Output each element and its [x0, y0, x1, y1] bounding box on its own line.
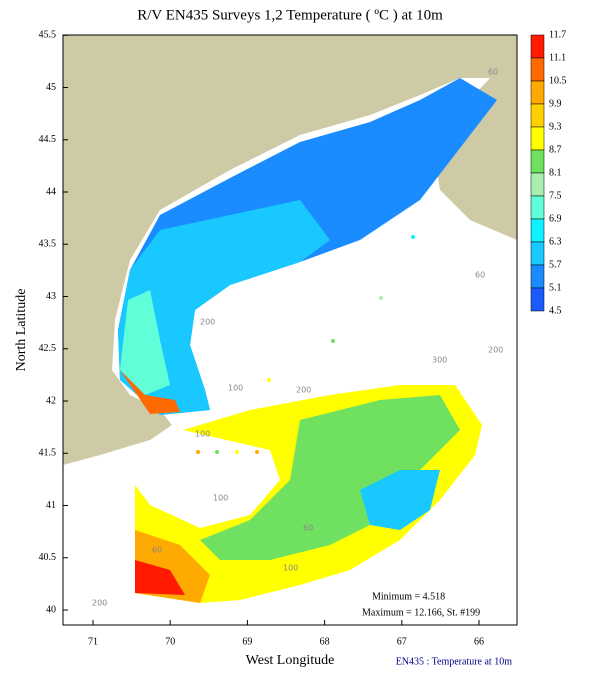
colorbar-label: 8.1	[549, 167, 562, 178]
station	[215, 450, 219, 454]
y-tick-label: 45.5	[39, 30, 57, 41]
colorbar-swatch	[530, 126, 545, 151]
colorbar-label: 9.9	[549, 98, 562, 109]
title: R/V EN435 Surveys 1,2 Temperature ( ºC )…	[137, 7, 443, 23]
y-tick-label: 43.5	[39, 239, 57, 250]
y-tick-label: 44.5	[39, 134, 57, 145]
colorbar-swatch	[530, 218, 545, 243]
station	[235, 450, 239, 454]
maximum-note: Maximum = 12.166, St. #199	[362, 607, 480, 618]
y-tick-label: 42	[46, 395, 56, 406]
contour-south-red	[135, 560, 185, 595]
depth-label: 200	[296, 386, 311, 395]
y-tick-label: 40	[46, 604, 56, 615]
colorbar-label: 11.1	[549, 52, 566, 63]
y-tick-label: 42.5	[39, 343, 57, 354]
station	[331, 339, 335, 343]
y-tick-label: 41	[46, 500, 56, 511]
station	[267, 378, 271, 382]
contour-north-tip	[120, 370, 180, 414]
depth-label: 100	[195, 430, 210, 439]
stations	[196, 235, 415, 454]
colorbar-label: 7.5	[549, 190, 562, 201]
y-tick-label: 45	[46, 82, 56, 93]
depth-label: 60	[475, 271, 485, 280]
colorbar-swatch	[530, 241, 545, 266]
colorbar-label: 6.3	[549, 236, 562, 247]
y-tick-label: 44	[46, 186, 56, 197]
station	[411, 235, 415, 239]
depth-label: 60	[303, 524, 313, 533]
colorbar-swatch	[530, 149, 545, 174]
colorbar-swatch	[530, 195, 545, 220]
station	[379, 296, 383, 300]
colorbar-label: 6.9	[549, 213, 562, 224]
depth-label: 60	[488, 68, 498, 77]
x-tick-label: 68	[320, 636, 330, 647]
minimum-note: Minimum = 4.518	[372, 591, 445, 602]
x-tick-label: 71	[88, 636, 98, 647]
contour-south-cyan	[360, 470, 440, 530]
colorbar-swatch	[530, 103, 545, 128]
land	[63, 35, 517, 465]
contour-north-inner	[118, 200, 330, 415]
station	[255, 450, 259, 454]
colorbar-label: 5.7	[549, 259, 562, 270]
y-axis-label: North Latitude	[14, 289, 29, 372]
x-tick-label: 69	[242, 636, 252, 647]
depth-label: 200	[200, 318, 215, 327]
colorbar-label: 10.5	[549, 75, 567, 86]
contour-south-green	[200, 395, 460, 560]
contour-north-west	[120, 290, 170, 395]
y-tick-label: 40.5	[39, 552, 57, 563]
depth-label: 100	[213, 494, 228, 503]
colorbar-swatch	[530, 287, 545, 312]
depth-label: 200	[488, 346, 503, 355]
depth-label: 200	[92, 599, 107, 608]
x-tick-label: 67	[397, 636, 407, 647]
plot-frame	[62, 34, 518, 626]
depth-label: 100	[283, 564, 298, 573]
x-tick-label: 70	[165, 636, 175, 647]
colorbar-swatch	[530, 34, 545, 59]
colorbar-swatch	[530, 57, 545, 82]
depth-label: 100	[228, 384, 243, 393]
y-tick-label: 41.5	[39, 448, 57, 459]
map-area: 60 60 200 100 300 100 200 100 60 60 200 …	[63, 35, 517, 625]
depth-label: 60	[152, 546, 162, 555]
colorbar-swatch	[530, 80, 545, 105]
colorbar-label: 4.5	[549, 305, 562, 316]
colorbar-swatch	[530, 172, 545, 197]
colorbar-label: 8.7	[549, 144, 562, 155]
colorbar-label: 5.1	[549, 282, 562, 293]
colorbar-label: 11.7	[549, 29, 566, 40]
y-tick-label: 43	[46, 291, 56, 302]
station	[196, 450, 200, 454]
x-axis-label: West Longitude	[246, 653, 335, 668]
colorbar-swatch	[530, 264, 545, 289]
depth-label: 300	[432, 356, 447, 365]
colorbar-label: 9.3	[549, 121, 562, 132]
x-tick-label: 66	[474, 636, 484, 647]
footer: EN435 : Temperature at 10m	[396, 656, 513, 667]
